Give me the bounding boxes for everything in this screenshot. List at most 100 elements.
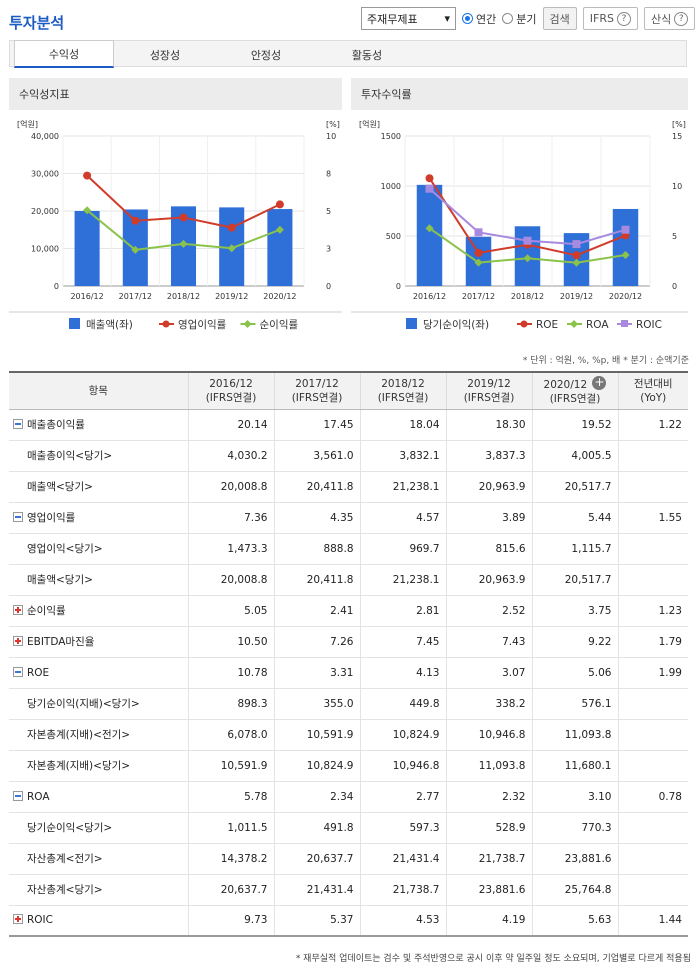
y-tick-left: 0 (396, 282, 401, 291)
row-label-cell: 매출액<당기> (9, 471, 188, 503)
value-cell (617, 874, 688, 906)
point-영업이익률 (275, 200, 284, 209)
value-cell: 0.78 (617, 780, 688, 813)
row-label: ROA (27, 790, 50, 803)
value-cell (617, 440, 688, 472)
radio-quarter[interactable]: 분기 (502, 11, 537, 27)
expand-icon[interactable] (13, 636, 23, 646)
y-tick-right: 3 (326, 245, 331, 254)
legend-swatch (406, 318, 417, 329)
formula-help-button[interactable]: 산식? (643, 7, 696, 30)
point-순이익률 (131, 245, 140, 254)
x-tick-label: 2017/12 (119, 292, 152, 301)
col-header-2020: 2020/12 + (IFRS연결) (531, 371, 618, 410)
value-cell: 4,030.2 (187, 440, 274, 472)
col-header-sub: (YoY) (640, 391, 667, 404)
tab-growth[interactable]: 성장성 (149, 48, 181, 62)
y-tick-left: 40,000 (31, 132, 59, 141)
unit-note: * 단위 : 억원, %, %p, 배 * 분기 : 순액기준 (522, 356, 689, 366)
value-cell: 21,238.1 (359, 564, 446, 596)
radio-quarter-label: 분기 (516, 12, 537, 26)
row-label-cell[interactable]: 순이익률 (9, 594, 188, 627)
row-label: 자본총계(지배)<전기> (27, 729, 131, 741)
point-ROA (425, 224, 434, 233)
point-ROA (474, 258, 483, 267)
row-label-cell: 당기순이익(지배)<당기> (9, 688, 188, 720)
value-cell: 1.22 (617, 408, 688, 441)
statement-type-value: 주재무제표 (367, 12, 418, 26)
col-header-2019: 2019/12 (IFRS연결) (445, 371, 532, 410)
row-label: 매출액<당기> (27, 481, 93, 493)
return-chart: [억원] [%] 0 500 1000 1500 0 5 10 15 2016/12 2017/12 2… (351, 119, 688, 331)
value-cell: 3.75 (531, 594, 618, 627)
value-cell: 969.7 (359, 533, 446, 565)
x-tick-label: 2019/12 (560, 292, 593, 301)
row-label-cell[interactable]: ROIC (9, 904, 188, 937)
row-label: ROIC (27, 914, 53, 927)
value-cell: 19.52 (531, 408, 618, 441)
legend-label: 영업이익률 (178, 318, 227, 331)
row-label-cell[interactable]: ROA (9, 780, 188, 813)
point-영업이익률 (83, 171, 92, 180)
point-ROE (474, 248, 483, 257)
value-cell: 18.30 (445, 408, 532, 441)
collapse-icon[interactable] (13, 419, 23, 429)
point-ROIC (474, 228, 483, 237)
table-row: 매출총이익률 20.14 17.45 18.04 18.30 19.52 1.22 (9, 408, 688, 441)
collapse-icon[interactable] (13, 512, 23, 522)
expand-icon[interactable] (13, 914, 23, 925)
return-chart-title: 투자수익률 (351, 78, 688, 110)
value-cell: 20,963.9 (445, 564, 532, 596)
row-label: ROE (27, 666, 50, 679)
y-tick-right: 10 (326, 132, 336, 141)
value-cell: 576.1 (531, 688, 618, 720)
y-tick-left: 1000 (381, 182, 401, 191)
row-label-cell[interactable]: EBITDA마진율 (9, 625, 188, 658)
value-cell: 7.43 (445, 625, 532, 658)
add-column-icon[interactable]: + (592, 374, 607, 390)
table-row: 자산총계<전기> 14,378.2 20,637.7 21,431.4 21,738.7… (9, 843, 688, 875)
value-cell: 1,011.5 (187, 812, 274, 844)
value-cell: 5.78 (187, 780, 274, 813)
x-tick-label: 2020/12 (263, 292, 296, 301)
value-cell: 3,832.1 (359, 440, 446, 472)
x-tick-label: 2020/12 (609, 292, 642, 301)
profitability-table: 항목 2016/12 (IFRS연결) 2017/12 (IFRS연결) 2018/… (9, 371, 688, 937)
value-cell: 20,963.9 (445, 471, 532, 503)
x-tick-label: 2018/12 (167, 292, 200, 301)
value-cell: 2.81 (359, 594, 446, 627)
ifrs-help-button[interactable]: IFRS? (582, 7, 638, 30)
value-cell: 815.6 (445, 533, 532, 565)
search-button[interactable]: 검색 (542, 7, 577, 30)
value-cell: 597.3 (359, 812, 446, 844)
row-label-cell[interactable]: 매출총이익률 (9, 408, 188, 441)
point-ROIC (425, 184, 434, 193)
value-cell: 3,837.3 (445, 440, 532, 472)
value-cell: 18.04 (359, 408, 446, 441)
col-header-label: 2019/12 (467, 377, 511, 390)
table-row: 순이익률 5.05 2.41 2.81 2.52 3.75 1.23 (9, 594, 688, 627)
value-cell: 3.07 (445, 656, 532, 689)
tab-activity[interactable]: 활동성 (351, 48, 383, 62)
value-cell (617, 471, 688, 503)
row-label-cell[interactable]: ROE (9, 656, 188, 689)
row-label: 매출총이익률 (27, 419, 85, 431)
legend-label: ROE (536, 319, 558, 331)
value-cell: 491.8 (273, 812, 360, 844)
tab-stability[interactable]: 안정성 (250, 48, 282, 62)
statement-type-select[interactable]: 주재무제표 ▾ (361, 7, 456, 30)
table-row: 당기순이익(지배)<당기> 898.3 355.0 449.8 338.2 576.1 (9, 688, 688, 720)
expand-icon[interactable] (13, 605, 23, 615)
col-header-sub: (IFRS연결) (205, 391, 257, 404)
value-cell: 23,881.6 (531, 843, 618, 875)
row-label-cell[interactable]: 영업이익률 (9, 501, 188, 534)
radio-annual[interactable]: 연간 (462, 11, 496, 27)
value-cell: 11,680.1 (531, 750, 618, 782)
value-cell: 888.8 (273, 533, 360, 565)
collapse-icon[interactable] (13, 666, 23, 677)
value-cell: 5.05 (187, 594, 274, 627)
tab-profitability[interactable]: 수익성 (14, 40, 114, 68)
value-cell: 11,093.8 (531, 719, 618, 751)
collapse-icon[interactable] (13, 790, 23, 801)
legend-label: ROA (586, 319, 609, 331)
